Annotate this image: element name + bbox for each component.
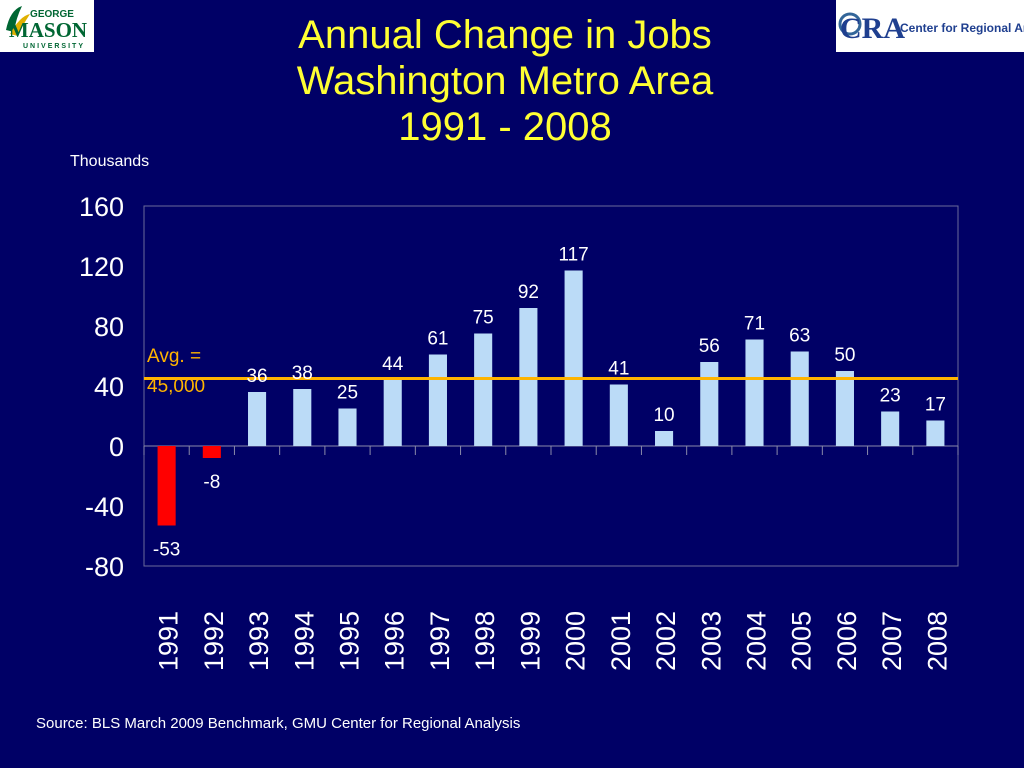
logo-mason-text: MASON (9, 18, 87, 42)
bar-2007 (881, 411, 900, 446)
bar-1995 (338, 408, 357, 446)
x-tick-label: 2008 (922, 611, 952, 671)
bar-1997 (428, 354, 447, 446)
units-label: Thousands (70, 153, 150, 170)
data-label: 25 (337, 383, 358, 404)
bar-2008 (926, 420, 945, 446)
logo-cra-text: CRA (840, 12, 905, 45)
x-tick-label: 1995 (335, 611, 365, 671)
y-tick-label: -40 (85, 492, 124, 522)
bar-1996 (383, 380, 402, 446)
bar-2003 (700, 362, 719, 446)
x-tick-label: 2002 (651, 611, 681, 671)
bar-1994 (293, 389, 312, 446)
logo-cra-name: Center for Regional Analysis (900, 21, 1024, 35)
data-label: 56 (699, 336, 720, 357)
y-tick-label: 120 (79, 252, 124, 282)
average-label-line-1: Avg. = (147, 346, 201, 367)
plot-area-frame (143, 205, 959, 567)
x-tick-label: 1993 (244, 611, 274, 671)
data-label: -53 (153, 540, 180, 561)
y-tick-label: -80 (85, 552, 124, 582)
data-label: 75 (473, 308, 494, 329)
y-tick-label: 160 (79, 192, 124, 222)
logo-george-text: GEORGE (30, 9, 74, 20)
data-label: 117 (558, 245, 588, 266)
x-tick-label: 2007 (877, 611, 907, 671)
data-label: 38 (292, 363, 313, 384)
data-label: 41 (608, 359, 629, 380)
x-tick-label: 2004 (742, 611, 772, 671)
y-tick-label: 40 (94, 372, 124, 402)
bar-2004 (745, 339, 764, 446)
bar-2001 (609, 384, 628, 446)
data-label: 10 (653, 405, 674, 426)
y-tick-label: 80 (94, 312, 124, 342)
bar-2005 (790, 351, 809, 446)
bar-2006 (835, 371, 854, 446)
logo-university-text: UNIVERSITY (23, 43, 85, 50)
data-label: -8 (203, 472, 220, 493)
bar-2000 (564, 270, 583, 446)
x-tick-label: 1991 (154, 611, 184, 671)
x-tick-label: 2001 (606, 611, 636, 671)
cra-logo: CRA Center for Regional Analysis (836, 0, 1024, 52)
source-note: Source: BLS March 2009 Benchmark, GMU Ce… (36, 715, 521, 732)
x-tick-label: 1992 (199, 611, 229, 671)
data-label: 36 (246, 366, 267, 387)
x-tick-label: 1994 (289, 611, 319, 671)
data-label: 50 (834, 345, 855, 366)
data-label: 92 (518, 282, 539, 303)
x-tick-label: 1997 (425, 611, 455, 671)
x-tick-label: 2000 (561, 611, 591, 671)
bar-1992 (202, 446, 221, 458)
george-mason-logo: GEORGE MASON UNIVERSITY (0, 0, 94, 52)
x-tick-label: 1996 (380, 611, 410, 671)
bar-1998 (474, 333, 493, 446)
data-label: 63 (789, 326, 810, 347)
bar-2002 (655, 431, 674, 446)
data-label: 23 (880, 386, 901, 407)
x-tick-label: 1999 (515, 611, 545, 671)
data-label: 71 (744, 314, 765, 335)
data-label: 61 (427, 329, 448, 350)
bar-1991 (157, 446, 176, 526)
x-tick-label: 2006 (832, 611, 862, 671)
y-tick-label: 0 (109, 432, 124, 462)
bar-1993 (248, 392, 267, 446)
chart-title: Annual Change in Jobs Washington Metro A… (180, 12, 830, 150)
data-label: 17 (925, 395, 946, 416)
chart-title-line-2: Washington Metro Area (296, 59, 714, 103)
x-tick-label: 2005 (787, 611, 817, 671)
chart-title-line-3: 1991 - 2008 (398, 105, 612, 149)
average-label-line-2: 45,000 (147, 376, 205, 397)
chart-title-line-1: Annual Change in Jobs (298, 13, 712, 57)
x-tick-label: 1998 (470, 611, 500, 671)
x-tick-label: 2003 (696, 611, 726, 671)
data-label: 44 (382, 354, 404, 375)
